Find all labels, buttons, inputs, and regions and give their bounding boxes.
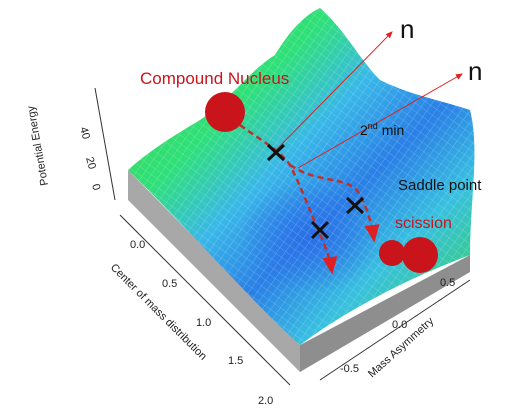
neutron-arrow (275, 31, 393, 151)
y-tick: 0.5 (162, 278, 177, 290)
z-axis-label: Potential Energy (25, 104, 51, 186)
text: nd (368, 121, 378, 131)
y-axis-label: Center of mass distribution (108, 262, 209, 363)
neutron-label: n (400, 14, 414, 44)
text: 2 (360, 122, 368, 138)
z-tick: 40 (77, 126, 92, 141)
x-markers (266, 143, 365, 240)
fission-path (239, 123, 338, 275)
z-axis (94, 87, 116, 201)
scission-label: scission (395, 215, 452, 232)
second-min-label: 2nd min (360, 121, 404, 138)
text: min (378, 122, 404, 138)
fragment (379, 240, 405, 266)
base-wall (300, 255, 470, 372)
x-tick: 0.5 (440, 277, 455, 289)
x-axis (319, 279, 471, 381)
y-tick: 2.0 (258, 395, 273, 407)
z-tick: 20 (83, 156, 98, 171)
saddle-point-label: Saddle point (398, 177, 482, 194)
x-tick: 0.0 (392, 319, 407, 331)
compound-nucleus (205, 92, 245, 132)
compound-nucleus-label: Compound Nucleus (140, 69, 289, 88)
base-wall (128, 170, 300, 372)
z-tick: 0 (89, 183, 102, 192)
neutron-arrow (297, 73, 463, 169)
fragment (402, 237, 438, 273)
fission-path (289, 163, 380, 243)
y-axis (119, 214, 291, 386)
x-tick: -0.5 (340, 363, 359, 375)
y-tick: 0.0 (130, 239, 145, 251)
neutron-label: n (468, 56, 482, 86)
y-tick: 1.5 (228, 355, 243, 367)
y-tick: 1.0 (196, 317, 211, 329)
